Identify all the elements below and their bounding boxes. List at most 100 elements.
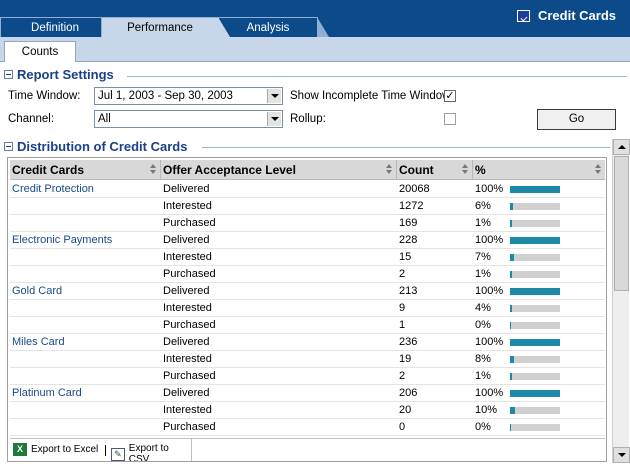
percent-bar-fill	[510, 424, 511, 431]
percent-bar	[510, 356, 560, 363]
acceptance-level: Purchased	[163, 268, 216, 280]
report-settings-title: Report Settings	[17, 67, 114, 82]
count-value: 15	[399, 251, 412, 263]
sort-icon[interactable]	[386, 164, 393, 175]
table-row: Gold Card Delivered 213 100%	[10, 283, 605, 300]
card-name-link[interactable]: Gold Card	[12, 285, 63, 297]
app-title: Credit Cards	[516, 8, 616, 23]
chevron-down-icon[interactable]	[267, 89, 281, 103]
count-value: 0	[399, 421, 406, 433]
acceptance-level: Interested	[163, 200, 212, 212]
sort-icon[interactable]	[595, 164, 602, 175]
scrollbar-thumb[interactable]	[614, 156, 629, 291]
scroll-down-button[interactable]	[613, 447, 630, 463]
sort-icon[interactable]	[150, 164, 157, 175]
tab-performance[interactable]: Performance	[101, 17, 230, 37]
percent-bar-fill	[510, 220, 512, 227]
show-incomplete-label: Show Incomplete Time Window:	[290, 90, 454, 102]
collapse-icon[interactable]	[4, 70, 13, 79]
subtab-counts[interactable]: Counts	[4, 41, 76, 62]
percent-bar-fill	[510, 186, 560, 193]
table-row: Purchased 1 0%	[10, 317, 605, 334]
column-header-credit-cards[interactable]: Credit Cards	[10, 160, 161, 180]
percent-value: 6%	[475, 200, 491, 212]
percent-value: 100%	[475, 387, 504, 399]
table-row: Electronic Payments Delivered 228 100%	[10, 232, 605, 249]
chevron-down-icon[interactable]	[267, 112, 281, 126]
percent-bar-fill	[510, 390, 560, 397]
app-title-text: Credit Cards	[537, 8, 616, 23]
acceptance-level: Interested	[163, 404, 212, 416]
count-value: 169	[399, 217, 418, 229]
export-csv-label: Export to CSV	[128, 443, 169, 462]
column-header-percent[interactable]: %	[473, 160, 605, 180]
count-value: 1	[399, 319, 406, 331]
percent-bar	[510, 271, 560, 278]
percent-bar	[510, 407, 560, 414]
percent-value: 7%	[475, 251, 491, 263]
percent-value: 100%	[475, 285, 504, 297]
acceptance-level: Delivered	[163, 234, 210, 246]
count-value: 1272	[399, 200, 424, 212]
time-window-select[interactable]: Jul 1, 2003 - Sep 30, 2003	[94, 87, 283, 105]
go-button[interactable]: Go	[537, 109, 616, 130]
scroll-up-button[interactable]	[613, 139, 630, 155]
excel-icon: X	[13, 443, 27, 456]
export-excel-button[interactable]: X Export to Excel	[13, 443, 98, 456]
column-header-count[interactable]: Count	[397, 160, 473, 180]
acceptance-level: Purchased	[163, 217, 216, 229]
channel-select[interactable]: All	[94, 110, 283, 128]
count-value: 20068	[399, 183, 430, 195]
percent-value: 8%	[475, 353, 491, 365]
card-name-link[interactable]: Platinum Card	[12, 387, 82, 399]
acceptance-level: Interested	[163, 302, 212, 314]
sort-icon[interactable]	[462, 164, 469, 175]
section-divider	[127, 76, 627, 77]
count-value: 9	[399, 302, 406, 314]
percent-value: 1%	[475, 217, 491, 229]
percent-bar-fill	[510, 356, 514, 363]
percent-value: 1%	[475, 370, 491, 382]
distribution-header[interactable]: Distribution of Credit Cards	[4, 139, 187, 154]
percent-bar	[510, 424, 560, 431]
count-value: 20	[399, 404, 412, 416]
count-value: 213	[399, 285, 418, 297]
tab-analysis[interactable]: Analysis	[218, 17, 329, 37]
vertical-scrollbar[interactable]	[612, 139, 630, 463]
percent-value: 1%	[475, 268, 491, 280]
column-header-label: Count	[399, 163, 434, 177]
percent-bar-fill	[510, 322, 511, 329]
time-window-label: Time Window:	[8, 90, 81, 102]
percent-bar-fill	[510, 373, 512, 380]
export-actions: X Export to Excel ✎ Export to CSV	[10, 439, 192, 461]
percent-bar-fill	[510, 254, 514, 261]
acceptance-level: Interested	[163, 251, 212, 263]
acceptance-level: Delivered	[163, 336, 210, 348]
acceptance-level: Delivered	[163, 387, 210, 399]
percent-bar	[510, 203, 560, 210]
export-csv-button[interactable]: ✎ Export to CSV	[111, 443, 191, 462]
percent-bar-fill	[510, 271, 512, 278]
count-value: 2	[399, 370, 406, 382]
rollup-checkbox[interactable]	[444, 113, 456, 125]
percent-bar	[510, 186, 560, 193]
count-value: 236	[399, 336, 418, 348]
table-row: Interested 20 10%	[10, 402, 605, 419]
acceptance-level: Delivered	[163, 183, 210, 195]
tab-definition[interactable]: Definition	[0, 17, 121, 37]
csv-icon: ✎	[111, 447, 125, 461]
collapse-icon[interactable]	[4, 142, 13, 151]
card-name-link[interactable]: Miles Card	[12, 336, 65, 348]
channel-label: Channel:	[8, 113, 55, 125]
section-divider	[202, 147, 610, 148]
table-row: Interested 9 4%	[10, 300, 605, 317]
card-name-link[interactable]: Credit Protection	[12, 183, 94, 195]
column-header-label: %	[475, 163, 486, 177]
card-name-link[interactable]: Electronic Payments	[12, 234, 113, 246]
export-excel-label: Export to Excel	[31, 444, 99, 455]
show-incomplete-checkbox[interactable]: ✓	[444, 90, 456, 102]
percent-bar	[510, 373, 560, 380]
count-value: 206	[399, 387, 418, 399]
report-settings-header[interactable]: Report Settings	[4, 67, 114, 82]
column-header-offer-acceptance[interactable]: Offer Acceptance Level	[161, 160, 397, 180]
